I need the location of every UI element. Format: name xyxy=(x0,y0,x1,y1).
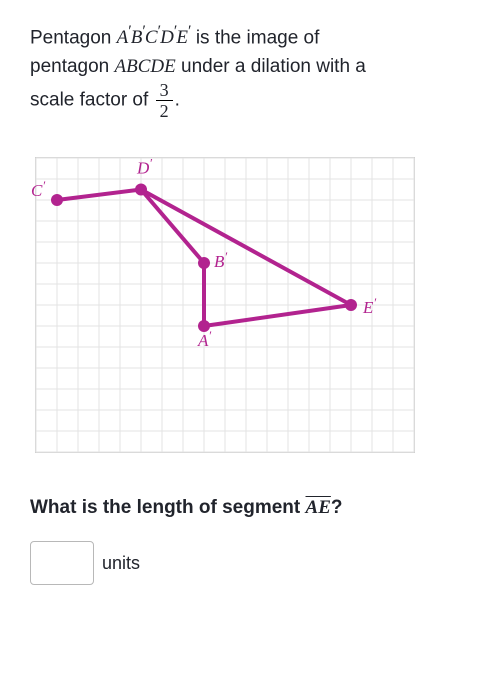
problem-statement: Pentagon A′B′C′D′E′ is the image of pent… xyxy=(30,20,470,120)
scale-factor-fraction: 32 xyxy=(156,81,173,120)
text: under a dilation with a xyxy=(176,56,366,77)
segment-label: AE xyxy=(306,497,331,518)
answer-input[interactable] xyxy=(30,541,94,585)
text: pentagon xyxy=(30,56,115,77)
pentagon-orig-label: ABCDE xyxy=(115,56,176,77)
text: scale factor of xyxy=(30,90,154,111)
text: Pentagon xyxy=(30,27,117,48)
units-label: units xyxy=(102,553,140,574)
text: . xyxy=(175,90,180,111)
diagram-container: C′D′B′A′E′ xyxy=(30,148,470,463)
question: What is the length of segment AE? xyxy=(30,497,470,519)
text: ? xyxy=(331,497,343,518)
answer-row: units xyxy=(30,541,470,585)
text: is the image of xyxy=(191,27,320,48)
pentagon-diagram: C′D′B′A′E′ xyxy=(30,148,420,458)
text: What is the length of segment xyxy=(30,497,306,518)
pentagon-image-label: A′B′C′D′E′ xyxy=(117,27,191,48)
